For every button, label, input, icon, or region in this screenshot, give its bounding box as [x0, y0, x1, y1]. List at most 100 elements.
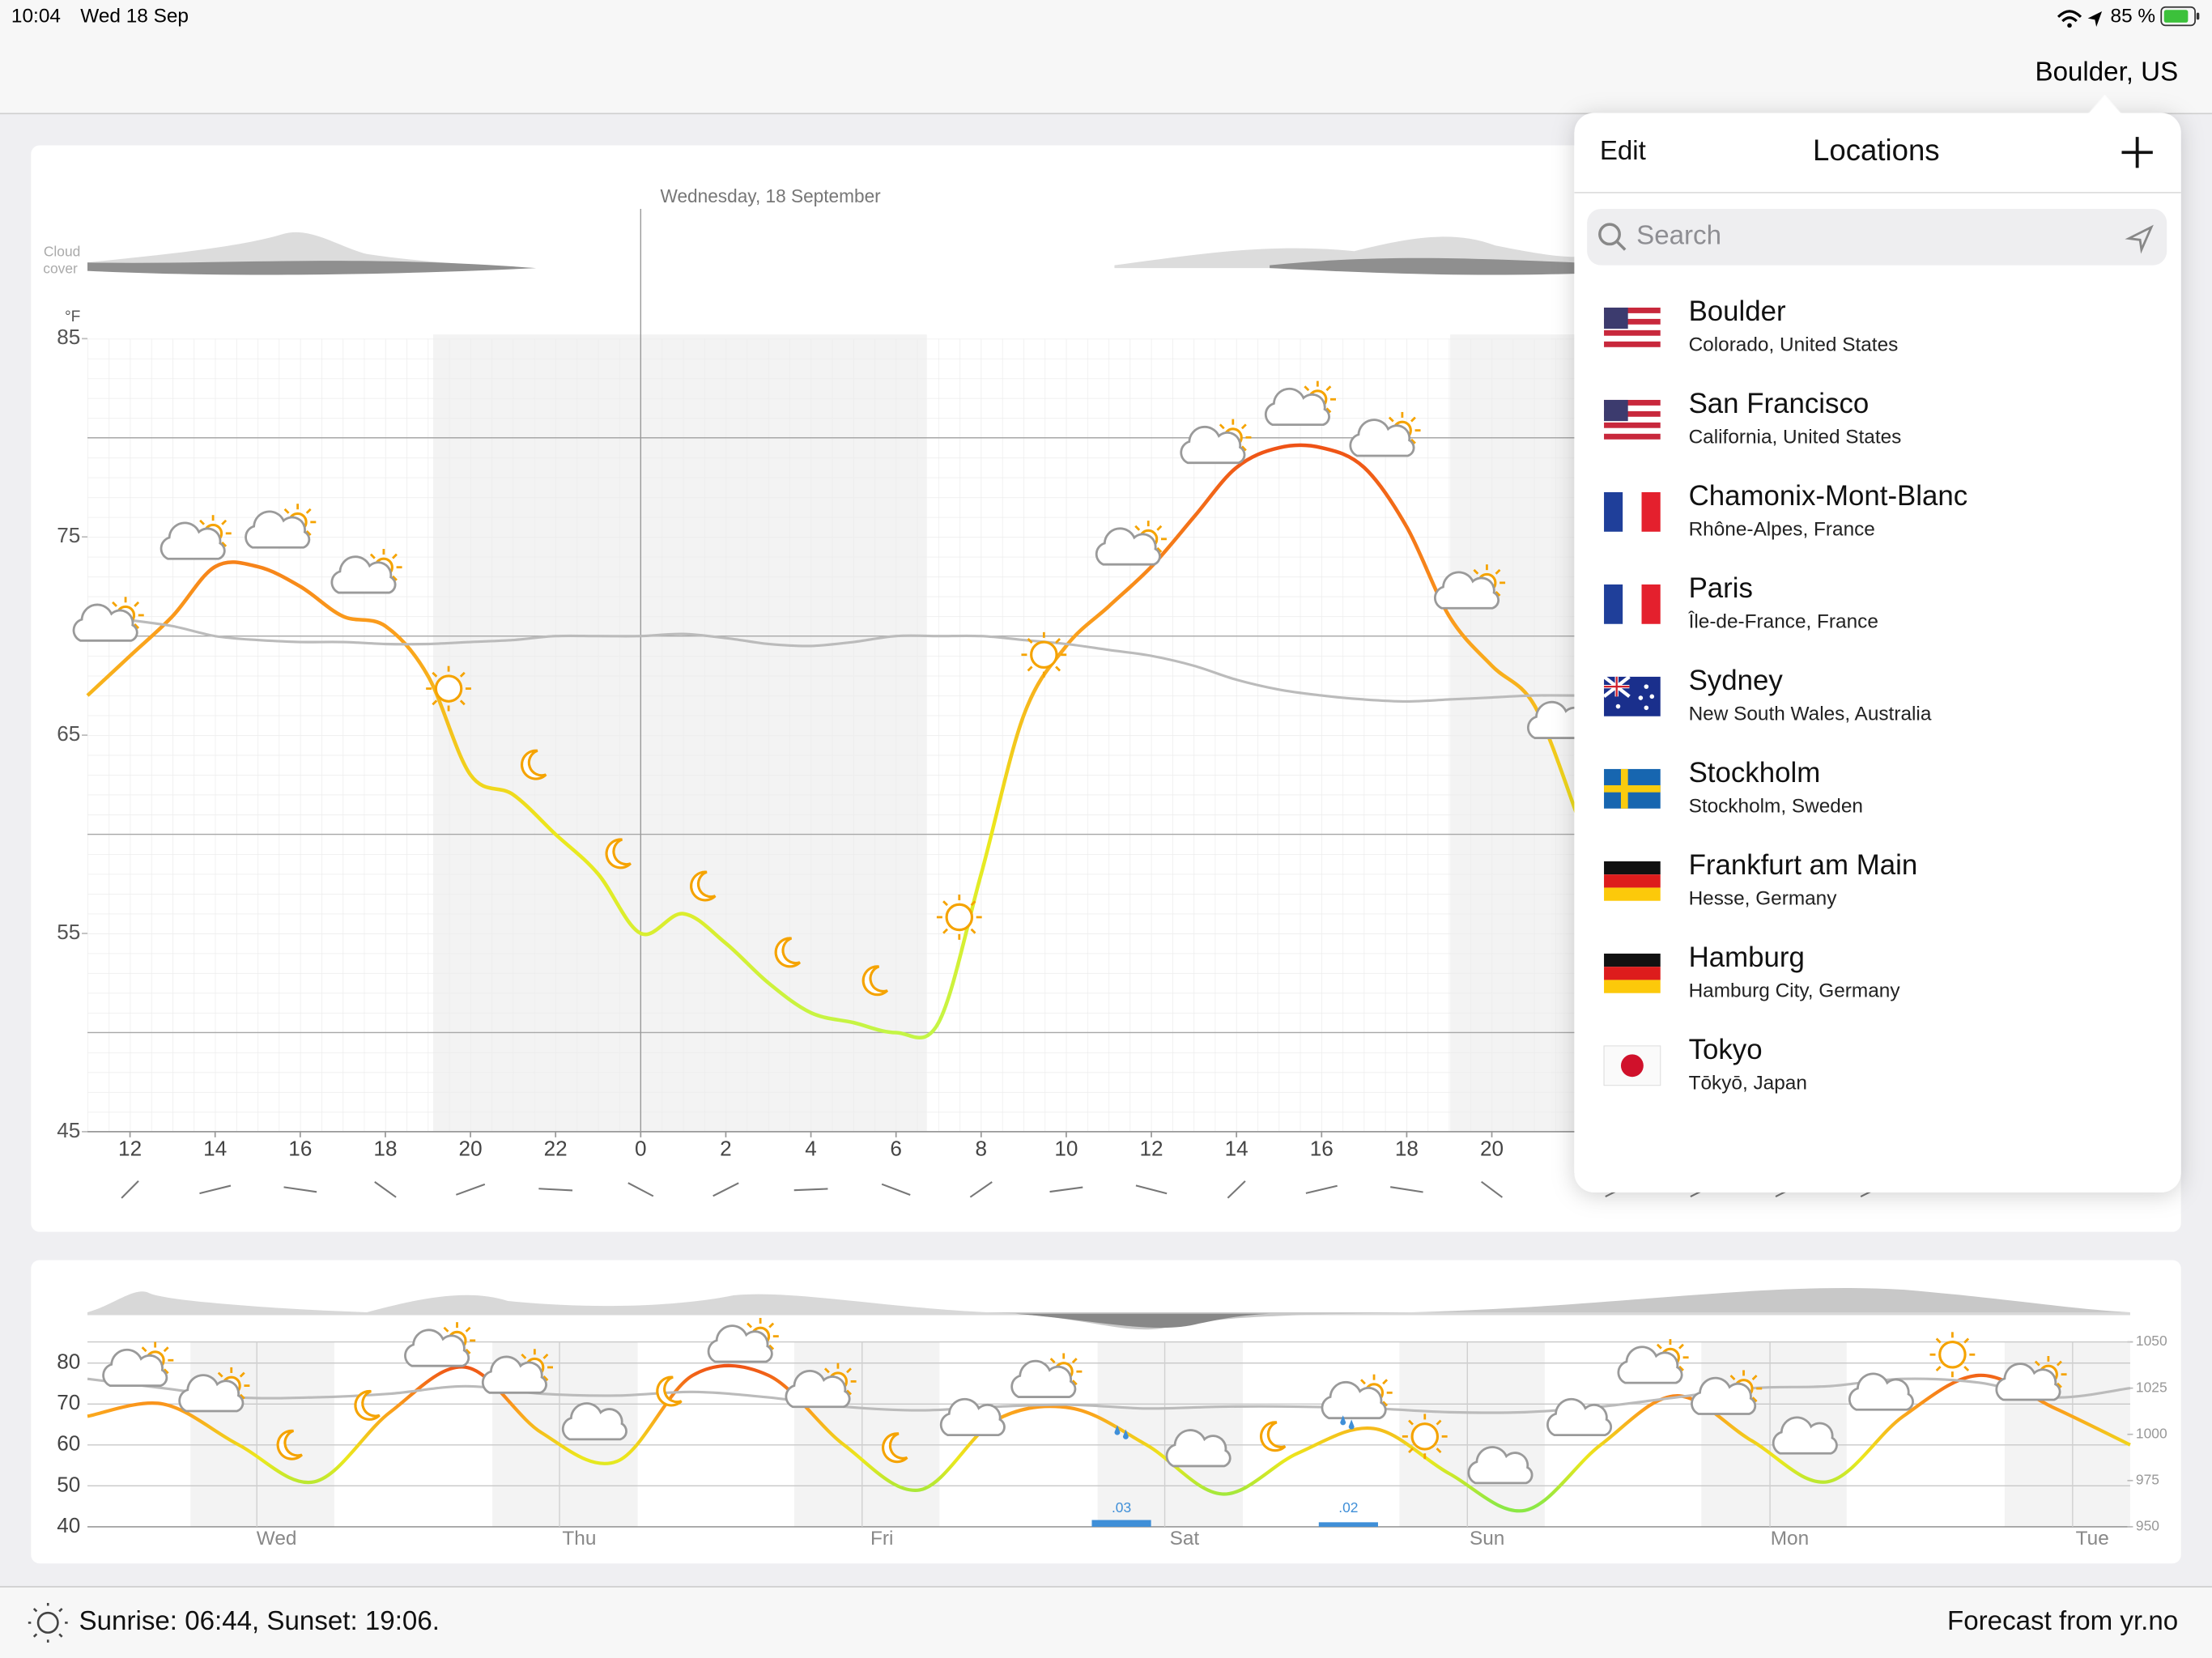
temperature-line	[87, 1363, 2131, 1513]
x-tick-label: Wed	[257, 1528, 297, 1550]
sun-ray	[1963, 1337, 1970, 1344]
date-label: Wednesday, 18 September	[660, 185, 881, 206]
flag-part	[1604, 341, 1661, 347]
weather-icon-sun	[426, 665, 471, 712]
wind-arrow	[1049, 1186, 1083, 1193]
search-placeholder: Search	[1636, 221, 1721, 251]
y2-tick-label: 1000	[2136, 1425, 2167, 1441]
x-tick-label: 22	[544, 1136, 568, 1160]
location-row[interactable]: Boulder Colorado, United States	[1604, 295, 1898, 355]
wind-arrow	[538, 1188, 573, 1192]
weather-icon-moon	[861, 965, 889, 997]
edit-button[interactable]: Edit	[1600, 136, 1646, 166]
sun-ray	[392, 553, 398, 559]
location-name: Chamonix-Mont-Blanc	[1689, 480, 1968, 512]
location-row[interactable]: Tokyo Tōkyō, Japan	[1603, 1034, 1807, 1094]
flag-part	[1604, 307, 1628, 329]
wind-arrow	[793, 1188, 828, 1192]
current-location[interactable]: Boulder, US	[2035, 57, 2179, 87]
daily-cloud-cover	[987, 1287, 2130, 1330]
sun-ray	[846, 1367, 852, 1374]
sun-ray	[1473, 568, 1479, 575]
forecast-source[interactable]: Forecast from yr.no	[1947, 1606, 2178, 1636]
x-tick-label: 2	[720, 1136, 732, 1160]
sun-ray	[768, 1344, 775, 1350]
flag-part	[1604, 405, 1661, 411]
x-tick-label: Mon	[1771, 1528, 1809, 1550]
weather-icon-cloud	[1349, 419, 1415, 457]
x-tick-label: 18	[373, 1136, 397, 1160]
weather-icon-cloud	[481, 1355, 547, 1394]
wind-arrow	[627, 1182, 654, 1197]
weather-icon-moon	[354, 1389, 381, 1421]
y-tick-label: 80	[57, 1350, 80, 1374]
location-region: Île-de-France, France	[1688, 610, 1878, 632]
location-row[interactable]: San Francisco California, United States	[1604, 388, 1901, 448]
precipitation-label: .03	[1112, 1499, 1131, 1516]
location-button[interactable]	[2125, 224, 2154, 254]
wind-arrow	[713, 1182, 739, 1197]
weather-icon-moon	[605, 838, 632, 869]
sun-ray	[1495, 590, 1501, 597]
location-row[interactable]: Chamonix-Mont-Blanc Rhône-Alpes, France	[1604, 480, 1967, 540]
weather-icon-moon	[520, 749, 547, 780]
sun-ray	[1678, 1365, 1684, 1371]
weather-icon-cloud	[72, 603, 138, 642]
location-region: Tōkyō, Japan	[1689, 1072, 1807, 1094]
flag-part	[1604, 861, 1661, 875]
sun-ray	[1388, 416, 1394, 423]
x-tick-label: 20	[1480, 1136, 1504, 1160]
sun-ray	[942, 900, 948, 907]
weather-icon-cloud	[785, 1370, 851, 1409]
weather-icon-sun	[936, 895, 982, 940]
cloud-cover	[87, 261, 537, 275]
sun-ray	[217, 1371, 223, 1378]
flag-part	[1620, 1054, 1644, 1078]
wind-arrow	[199, 1184, 232, 1195]
y-tick-label: 60	[57, 1431, 80, 1456]
sun-ray	[459, 671, 466, 678]
sun-ray	[1382, 1379, 1389, 1385]
weather-icon-cloud	[178, 1374, 245, 1413]
add-button[interactable]	[2121, 137, 2153, 168]
location-name: Tokyo	[1689, 1034, 1763, 1065]
sun-ray	[2056, 1382, 2062, 1388]
x-tick-label: Sun	[1470, 1528, 1504, 1550]
sun-ray	[134, 601, 140, 607]
location-region: Rhône-Alpes, France	[1689, 518, 1875, 540]
y-tick-label: 70	[57, 1390, 80, 1414]
sun-disc	[1030, 640, 1058, 669]
location-row[interactable]: Stockholm Stockholm, Sweden	[1604, 757, 1863, 817]
weather-icon-cloud	[160, 521, 226, 560]
sun-ray	[521, 1353, 527, 1359]
sun-ray	[1382, 1401, 1389, 1407]
sun-ray	[1071, 1380, 1078, 1386]
y2-tick-label: 1025	[2136, 1379, 2167, 1395]
search-field[interactable]	[1587, 208, 2167, 266]
location-row[interactable]: Paris Île-de-France, France	[1604, 572, 1878, 632]
location-name: Frankfurt am Main	[1689, 849, 1918, 881]
sun-disc	[434, 674, 463, 703]
sun-ray	[1360, 1379, 1366, 1385]
flag-part	[1604, 784, 1661, 793]
wind-arrow	[121, 1180, 139, 1199]
sun-ray	[305, 508, 312, 514]
sun-ray	[1935, 1366, 1942, 1371]
weather-icon-cloud	[1772, 1416, 1838, 1455]
top-bar	[0, 0, 2212, 113]
sun-ray	[768, 1322, 775, 1329]
location-row[interactable]: Frankfurt am Main Hesse, Germany	[1604, 849, 1917, 909]
y-tick-label: 50	[57, 1472, 80, 1496]
x-tick-label: 16	[288, 1136, 312, 1160]
location-row[interactable]: Hamburg Hamburg City, Germany	[1604, 942, 1900, 1001]
sun-ray	[542, 1375, 549, 1381]
wind-arrow	[374, 1181, 397, 1198]
cloud-cover-label: cover	[43, 261, 78, 277]
flag-part	[1604, 433, 1661, 440]
status-time: 10:04	[11, 5, 61, 27]
sun-ray	[459, 699, 466, 706]
cloud-cover	[1270, 257, 1575, 275]
flag-part	[1641, 584, 1661, 624]
x-tick-label: 12	[118, 1136, 142, 1160]
location-row[interactable]: Sydney New South Wales, Australia	[1602, 665, 1932, 725]
